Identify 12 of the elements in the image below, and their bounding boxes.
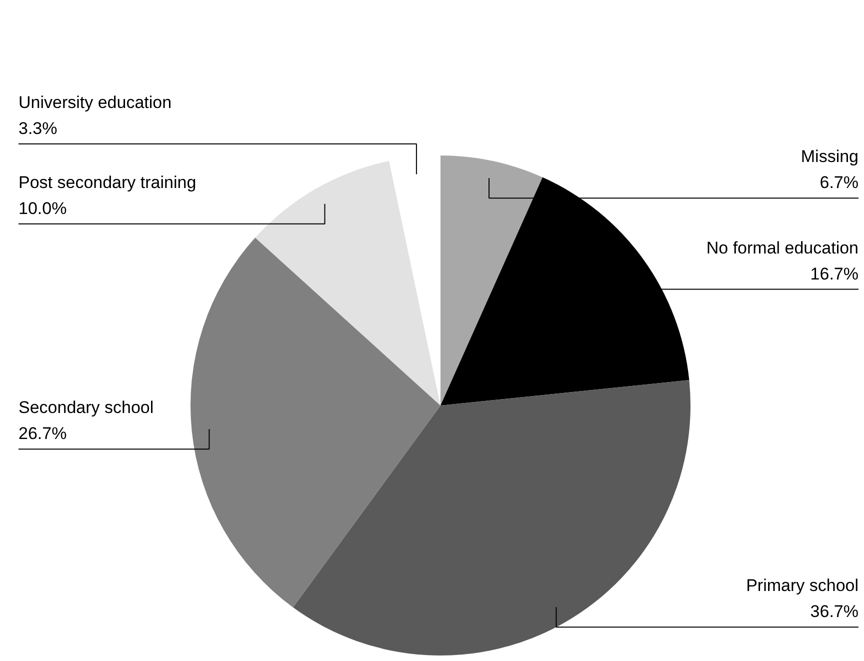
slice-label: Post secondary training: [18, 172, 196, 192]
slice-label: University education: [18, 92, 172, 112]
data-label: 3.3%: [18, 118, 58, 138]
data-label: 36.7%: [810, 602, 858, 622]
data-label: 6.7%: [820, 173, 858, 192]
slice-label: No formal education: [706, 238, 859, 258]
slice-label: Primary school: [746, 576, 859, 596]
data-label: 10.0%: [18, 198, 67, 218]
data-label: 26.7%: [18, 424, 67, 444]
slice-label: Missing: [800, 147, 858, 166]
slice-label: Secondary school: [18, 398, 154, 418]
data-label: 16.7%: [810, 264, 858, 284]
